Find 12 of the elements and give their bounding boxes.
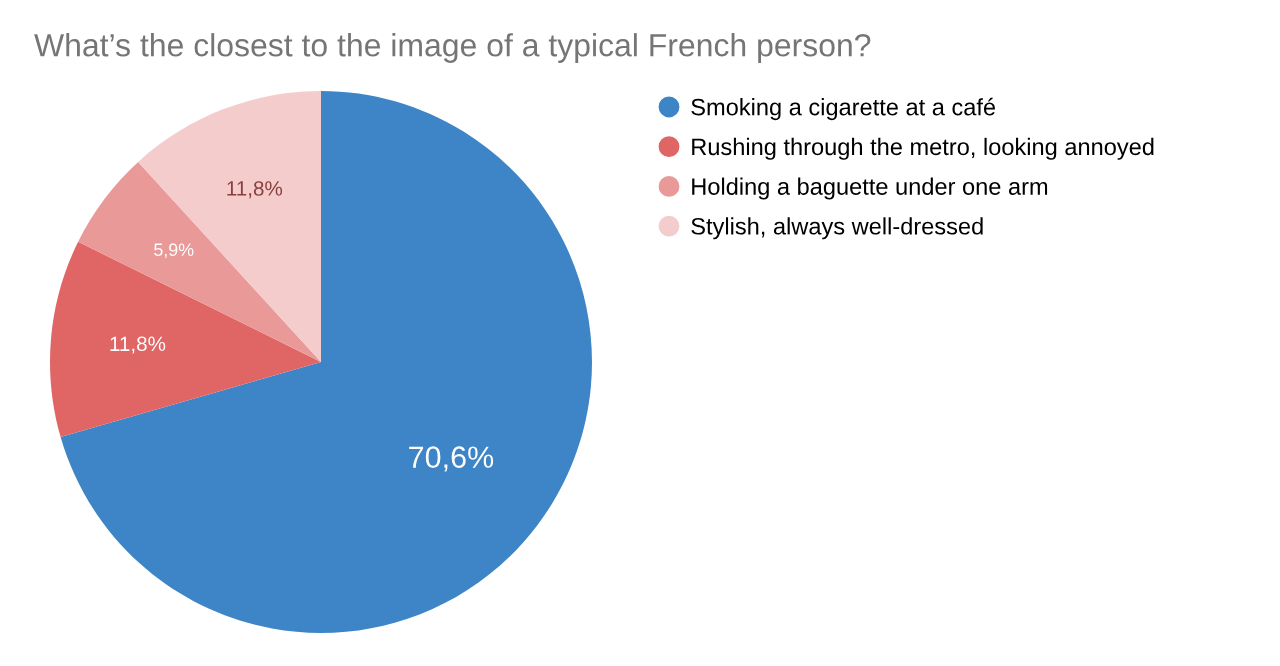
legend-label: Rushing through the metro, looking annoyed [692,137,1154,160]
chart-title: What’s the closest to the image of a typical French person? [34,33,871,63]
pie-slice [60,91,592,633]
data-label: 11,8% [227,181,283,199]
data-label: 5,9% [154,243,194,259]
legend-label: Stylish, always well-dressed [691,217,983,240]
pie-slice [78,162,321,362]
data-label: 70,6% [409,446,494,472]
legend-label: Holding a baguette under one arm [692,177,1048,200]
pie-slice [50,241,321,438]
legend-label: Smoking a cigarette at a café [691,97,996,121]
data-label: 11,8% [110,336,166,354]
